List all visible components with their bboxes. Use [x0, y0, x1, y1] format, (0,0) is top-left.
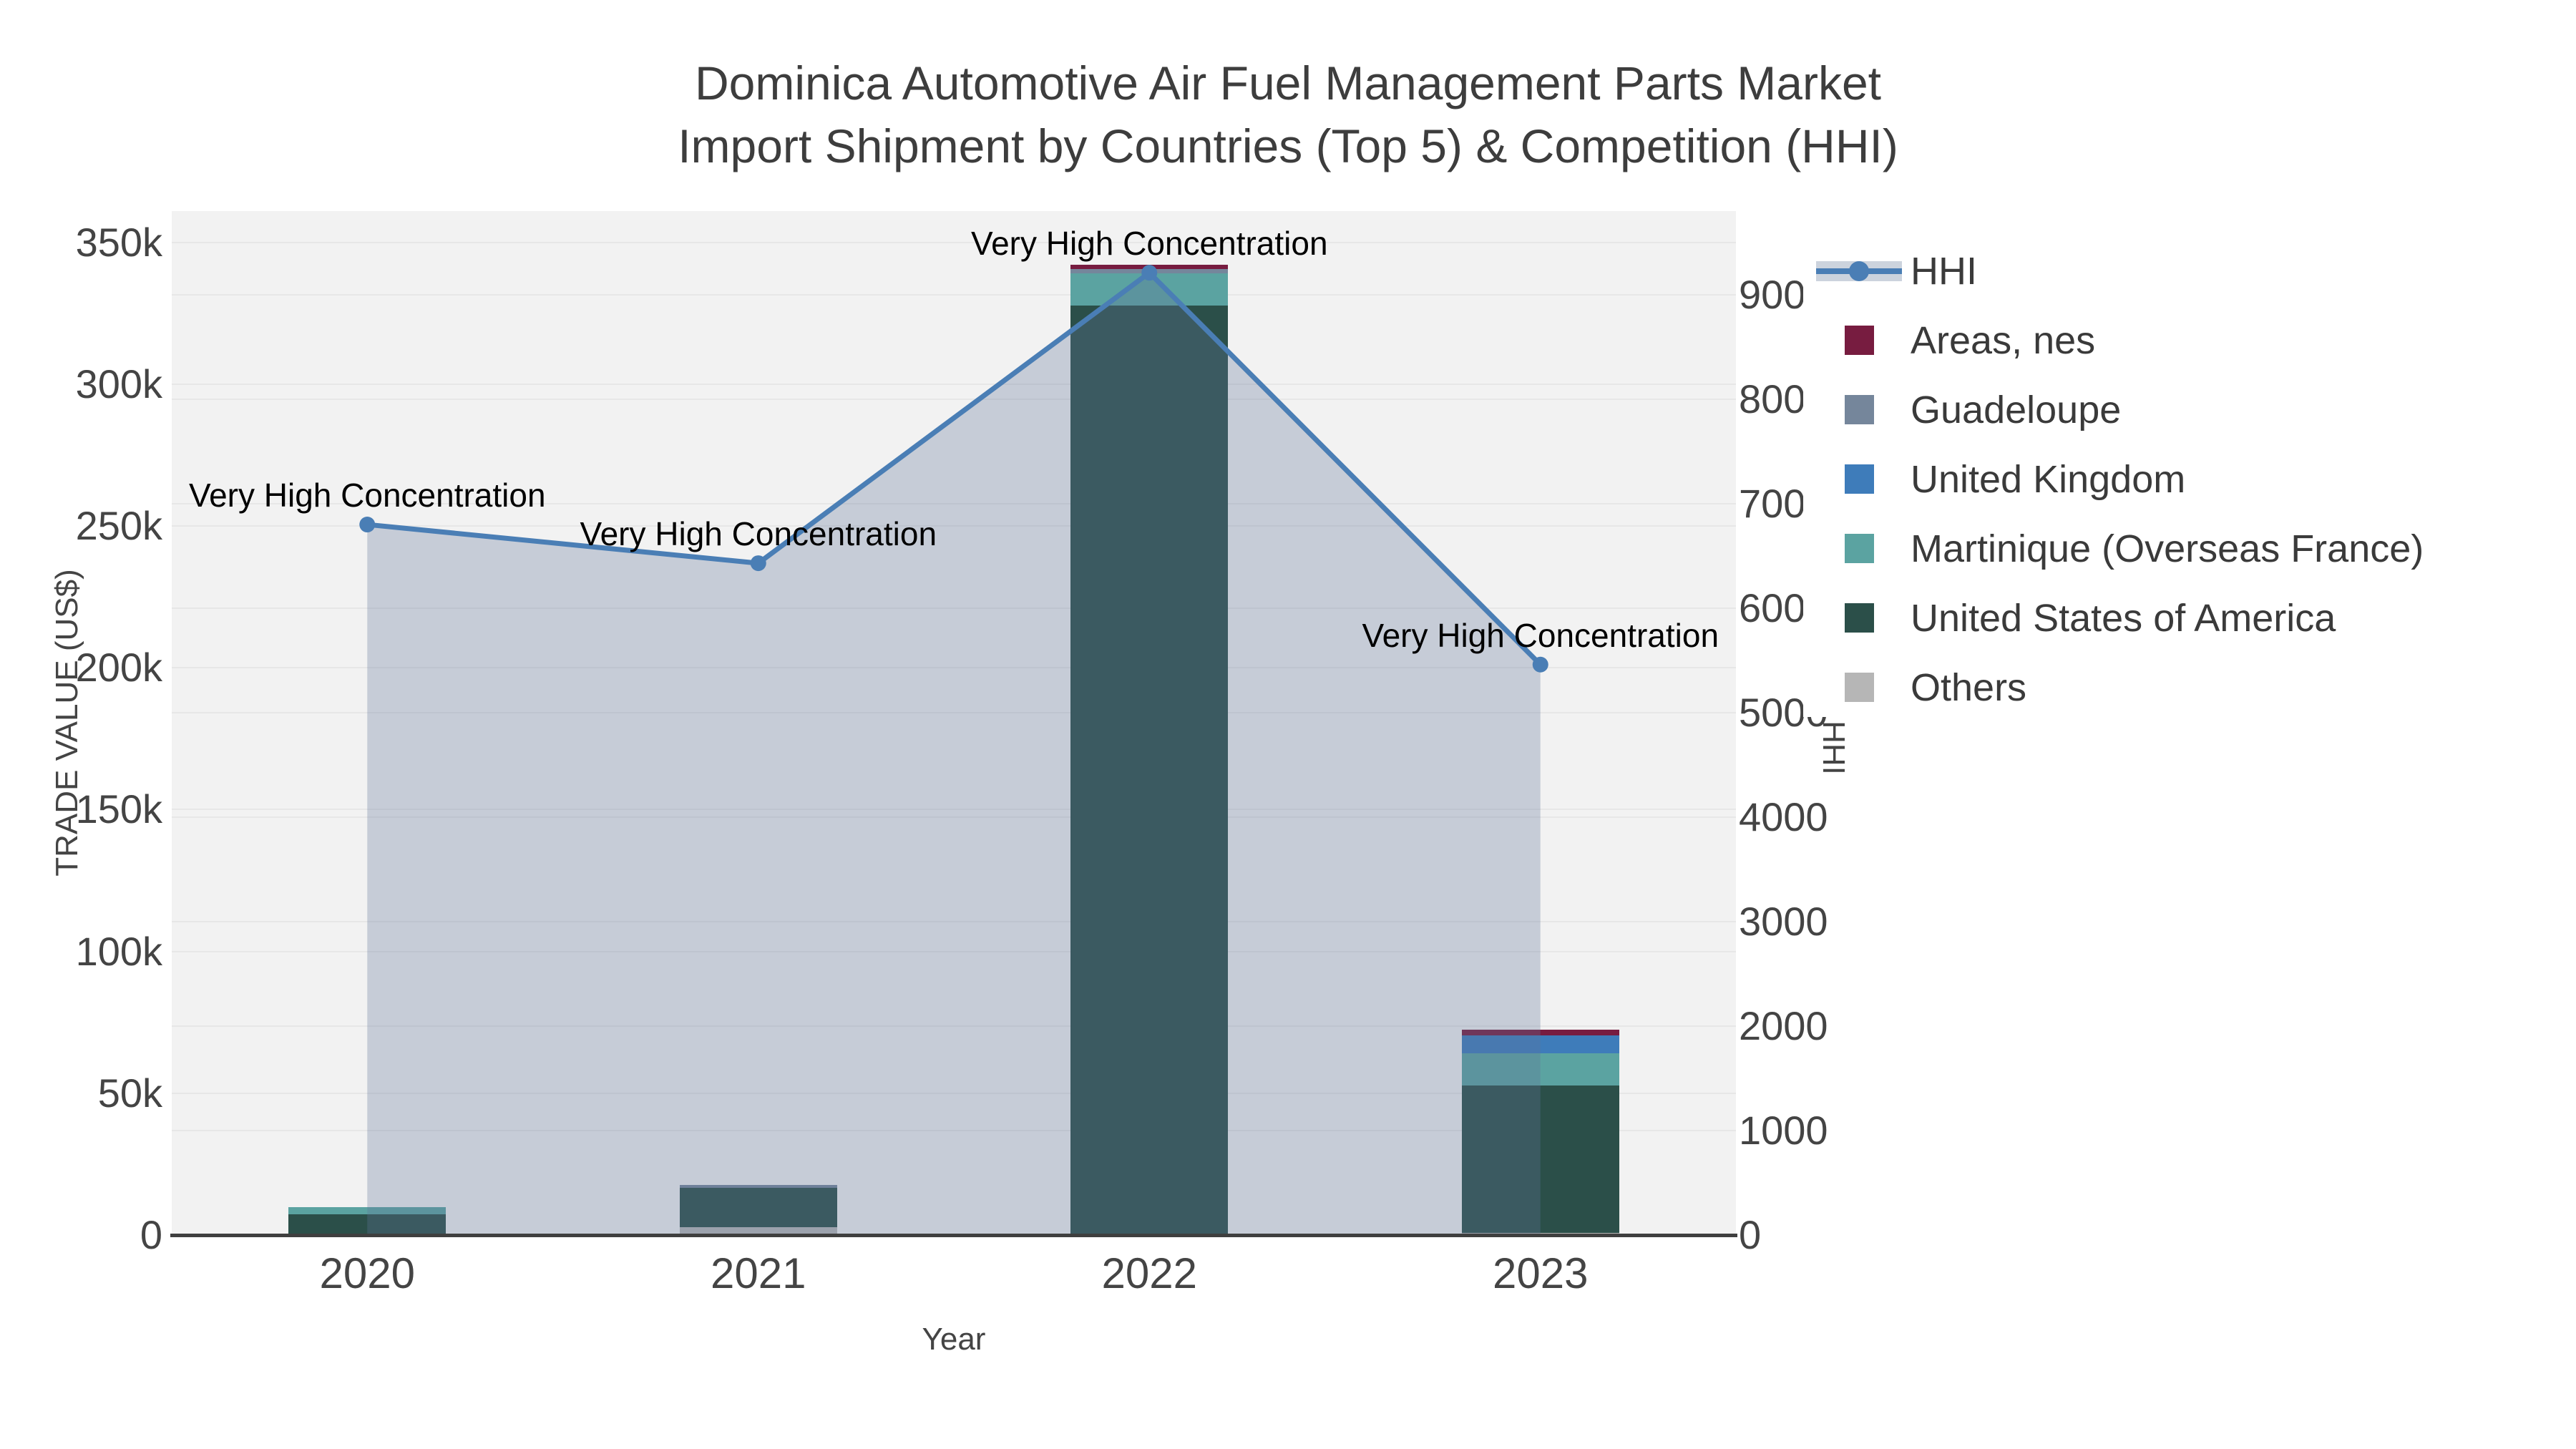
legend-label-martinique: Martinique (Overseas France)	[1911, 527, 2424, 570]
gridline-left-350000	[172, 241, 1736, 243]
x-tick-2022: 2022	[1101, 1249, 1197, 1297]
legend-swatch-others	[1803, 653, 1900, 722]
gridline-left-300000	[172, 383, 1736, 385]
annotation-2020: Very High Concentration	[188, 477, 546, 514]
y-tick-left-50k: 50k	[97, 1070, 162, 1116]
bar-segment-martinique-2020[interactable]	[288, 1206, 447, 1215]
bar-segment-others-2021[interactable]	[679, 1227, 837, 1235]
hhi-marker-2023[interactable]	[1532, 656, 1548, 673]
legend-swatch-martinique	[1803, 514, 1900, 583]
gridline-right-7000	[172, 502, 1736, 504]
x-tick-2021: 2021	[711, 1249, 806, 1297]
y-tick-left-150k: 150k	[75, 786, 162, 832]
y-tick-left-100k: 100k	[75, 928, 162, 974]
gridline-right-9000	[172, 293, 1736, 296]
y-tick-left-350k: 350k	[75, 219, 162, 265]
annotation-2021: Very High Concentration	[580, 515, 937, 553]
hhi-marker-2022[interactable]	[1141, 265, 1158, 281]
legend-item-areas_nes[interactable]: Areas, nes	[1803, 306, 2576, 375]
gridline-right-6000	[172, 607, 1736, 609]
gridline-right-5000	[172, 711, 1736, 713]
legend-label-guadeloupe: Guadeloupe	[1911, 389, 2122, 431]
legend-item-united_kingdom[interactable]: United Kingdom	[1803, 444, 2576, 514]
gridline-right-1000	[172, 1129, 1736, 1131]
legend-item-martinique[interactable]: Martinique (Overseas France)	[1803, 514, 2576, 583]
hhi-line-layer	[359, 265, 1548, 1235]
x-tick-2023: 2023	[1493, 1249, 1589, 1297]
x-tick-2020: 2020	[319, 1249, 415, 1297]
bar-segment-usa-2023[interactable]	[1461, 1085, 1619, 1233]
legend-swatch-united_kingdom	[1803, 444, 1900, 514]
legend-color-square-usa	[1845, 603, 1874, 633]
legend-item-hhi[interactable]: HHI	[1803, 236, 2576, 306]
bar-segment-guadeloupe-2021[interactable]	[679, 1185, 837, 1189]
legend-label-areas_nes: Areas, nes	[1911, 319, 2096, 362]
legend: HHI Areas, nes Guadeloupe United Kingdom Mar…	[1803, 226, 2576, 717]
legend-color-square-united_kingdom	[1845, 464, 1874, 494]
x-axis-title: Year	[922, 1322, 986, 1357]
bar-segment-usa-2022[interactable]	[1070, 306, 1229, 1235]
x-axis-line	[170, 1234, 1737, 1237]
bar-segment-usa-2021[interactable]	[679, 1188, 837, 1228]
y-tick-left-250k: 250k	[75, 503, 162, 548]
legend-label-usa: United States of America	[1911, 597, 2336, 640]
hhi-marker-swatch	[1849, 261, 1869, 281]
bar-segment-martinique-2023[interactable]	[1461, 1053, 1619, 1086]
legend-label-hhi: HHI	[1911, 250, 1977, 293]
chart-title: Dominica Automotive Air Fuel Management …	[0, 52, 2576, 177]
legend-color-square-martinique	[1845, 534, 1874, 563]
legend-item-others[interactable]: Others	[1803, 653, 2576, 722]
gridline-right-2000	[172, 1025, 1736, 1027]
gridline-left-50000	[172, 1092, 1736, 1094]
plot-area[interactable]	[172, 211, 1736, 1235]
legend-label-united_kingdom: United Kingdom	[1911, 458, 2186, 501]
annotation-2022: Very High Concentration	[970, 225, 1328, 263]
y-tick-right-3000: 3000	[1739, 898, 1828, 944]
hhi-marker-2020[interactable]	[359, 517, 376, 533]
gridline-left-100000	[172, 950, 1736, 952]
right-axis-title: HHI	[1816, 721, 1851, 775]
y-tick-right-2000: 2000	[1739, 1002, 1828, 1048]
bar-segment-united_kingdom-2023[interactable]	[1461, 1035, 1619, 1053]
gridline-left-150000	[172, 809, 1736, 811]
legend-swatch-areas_nes	[1803, 306, 1900, 375]
y-tick-left-0: 0	[140, 1212, 162, 1257]
legend-item-guadeloupe[interactable]: Guadeloupe	[1803, 375, 2576, 444]
legend-label-others: Others	[1911, 666, 2027, 709]
bar-segment-usa-2020[interactable]	[288, 1214, 447, 1235]
gridline-right-3000	[172, 920, 1736, 922]
y-tick-left-200k: 200k	[75, 645, 162, 691]
hhi-marker-2021[interactable]	[750, 555, 766, 572]
legend-color-square-others	[1845, 673, 1874, 702]
legend-swatch-usa	[1803, 583, 1900, 653]
annotation-2023: Very High Concentration	[1362, 616, 1719, 654]
gridline-left-200000	[172, 667, 1736, 669]
y-tick-right-4000: 4000	[1739, 794, 1828, 839]
legend-swatch-hhi	[1803, 236, 1902, 306]
bar-segment-areas_nes-2023[interactable]	[1461, 1030, 1619, 1035]
chart-title-line2: Import Shipment by Countries (Top 5) & C…	[678, 119, 1898, 172]
y-tick-right-1000: 1000	[1739, 1107, 1828, 1153]
left-axis-title: TRADE VALUE (US$)	[49, 569, 84, 877]
legend-color-square-areas_nes	[1845, 326, 1874, 355]
gridline-right-4000	[172, 816, 1736, 818]
chart-title-line1: Dominica Automotive Air Fuel Management …	[694, 57, 1882, 109]
legend-color-square-guadeloupe	[1845, 395, 1874, 424]
legend-item-usa[interactable]: United States of America	[1803, 583, 2576, 653]
hhi-line[interactable]	[366, 269, 1543, 667]
y-tick-left-300k: 300k	[75, 361, 162, 406]
hhi-area-fill	[367, 273, 1541, 1235]
gridline-right-8000	[172, 398, 1736, 400]
y-tick-right-0: 0	[1739, 1212, 1762, 1257]
legend-swatch-guadeloupe	[1803, 375, 1900, 444]
gridline-left-250000	[172, 525, 1736, 527]
